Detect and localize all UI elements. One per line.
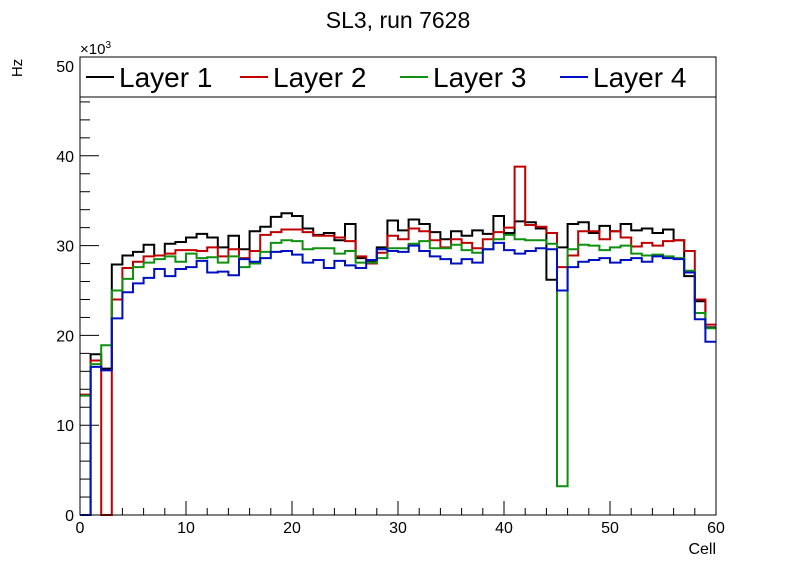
legend-entry-layer-2: Layer 2 <box>240 62 366 93</box>
x-tick-label: 0 <box>76 520 85 537</box>
legend-box <box>79 56 717 98</box>
x-tick-label: 30 <box>389 520 407 537</box>
y-axis-label: Hz <box>9 59 26 77</box>
y-tick-label: 50 <box>56 59 74 76</box>
legend-label: Layer 4 <box>593 62 686 93</box>
x-tick-label: 50 <box>601 520 619 537</box>
legend-label: Layer 2 <box>273 62 366 93</box>
y-tick-label: 10 <box>56 418 74 435</box>
y-multiplier-exponent: 3 <box>105 40 111 51</box>
x-tick-label: 10 <box>177 520 195 537</box>
series-line-layer-1 <box>80 212 716 516</box>
series-line-layer-3 <box>80 233 716 488</box>
axis-tick-labels: 0 10 20 30 40 50 60 0 10 20 30 40 50 <box>56 59 725 537</box>
x-axis-label: Cell <box>688 541 716 558</box>
legend-entries: Layer 1 Layer 2 Layer 3 Layer 4 <box>86 62 686 93</box>
x-tick-label: 60 <box>707 520 725 537</box>
series-line-layer-2 <box>80 165 716 516</box>
legend-entry-layer-4: Layer 4 <box>560 62 686 93</box>
legend-entry-layer-1: Layer 1 <box>86 62 212 93</box>
series-line-layer-4 <box>80 241 716 516</box>
legend: Layer 1 Layer 2 Layer 3 Layer 4 <box>79 56 717 98</box>
y-tick-label: 30 <box>56 239 74 256</box>
axis-ticks <box>79 65 717 516</box>
legend-entry-layer-3: Layer 3 <box>400 62 526 93</box>
legend-label: Layer 3 <box>433 62 526 93</box>
y-tick-label: 20 <box>56 328 74 345</box>
y-multiplier-base: ×10 <box>80 41 105 58</box>
x-tick-label: 40 <box>495 520 513 537</box>
series-layer <box>80 165 716 516</box>
y-tick-label: 40 <box>56 149 74 166</box>
x-tick-label: 20 <box>283 520 301 537</box>
chart-title: SL3, run 7628 <box>326 7 471 33</box>
y-multiplier: ×103 <box>80 40 111 58</box>
legend-label: Layer 1 <box>119 62 212 93</box>
plot-frame <box>79 65 717 516</box>
y-tick-label: 0 <box>65 508 74 525</box>
